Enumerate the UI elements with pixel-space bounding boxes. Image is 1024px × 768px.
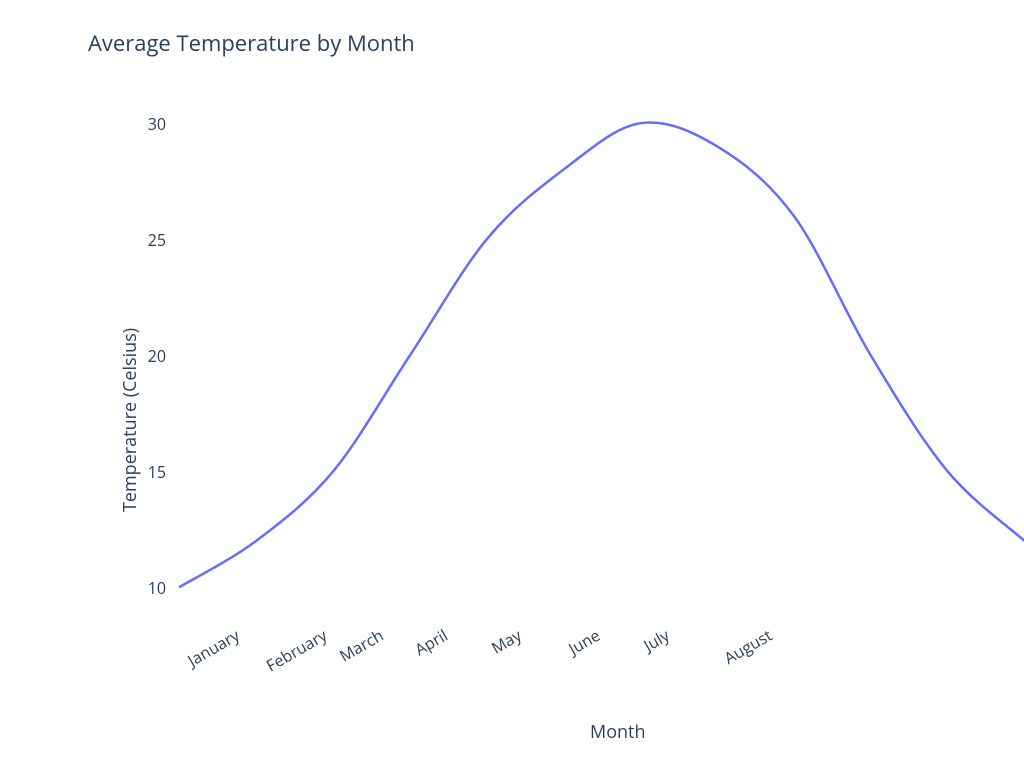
- plot-area: [0, 0, 1024, 768]
- series-line: [180, 122, 1024, 586]
- temperature-line-chart: Average Temperature by Month Temperature…: [0, 0, 1024, 768]
